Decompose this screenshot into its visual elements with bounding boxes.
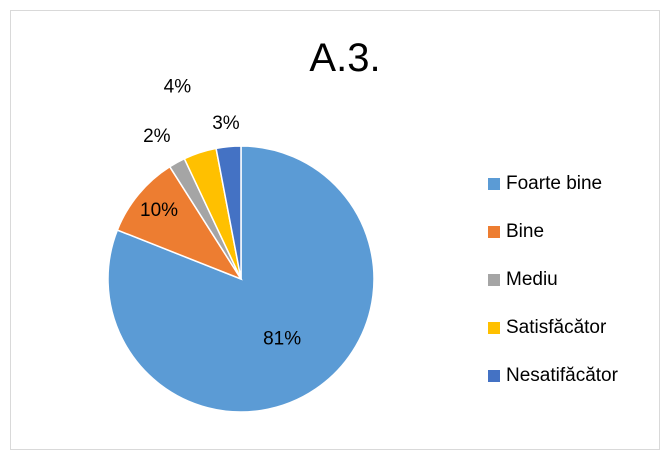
legend-item-nesatifacator: Nesatifăcător (488, 364, 618, 388)
legend-label: Foarte bine (506, 173, 603, 194)
chart-title: A.3. (309, 36, 381, 80)
legend-swatch (488, 178, 500, 190)
pie-slice-nesatifacator (215, 145, 242, 280)
legend-label: Satisfăcător (506, 317, 607, 338)
legend-label: Bine (506, 221, 545, 242)
legend-swatch (488, 322, 500, 334)
data-label-nesatifacator: 3% (212, 113, 240, 134)
legend-swatch (488, 274, 500, 286)
data-label-satisfacator: 4% (164, 77, 192, 98)
pie-slice-bine (116, 165, 243, 281)
data-label-bine: 10% (140, 200, 178, 221)
data-label-mediu: 2% (143, 126, 171, 147)
legend-swatch (488, 370, 500, 382)
legend-item-foarte-bine: Foarte bine (488, 172, 618, 196)
legend-item-mediu: Mediu (488, 268, 618, 292)
legend-label: Nesatifăcător (506, 365, 618, 386)
data-label-foarte-bine: 81% (263, 329, 301, 350)
legend-item-bine: Bine (488, 220, 618, 244)
legend-swatch (488, 226, 500, 238)
legend-label: Mediu (506, 269, 558, 290)
legend-item-satisfacator: Satisfăcător (488, 316, 618, 340)
legend: Foarte bine Bine Mediu Satisfăcător Nesatifă… (488, 172, 618, 412)
